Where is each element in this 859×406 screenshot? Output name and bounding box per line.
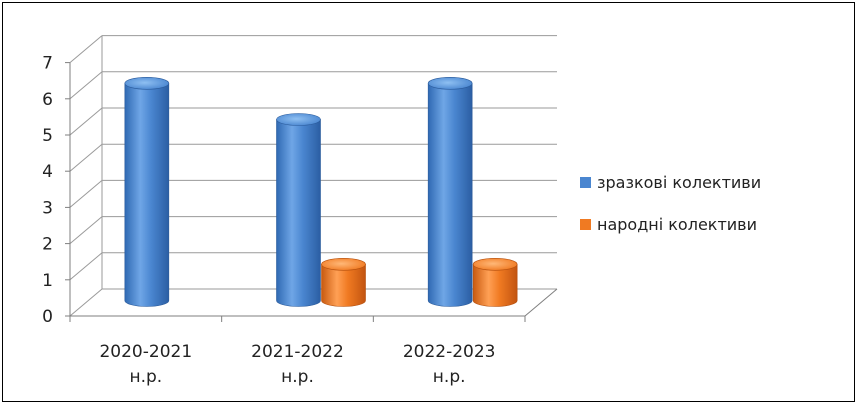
legend: зразкові колективи народні колективи (580, 173, 761, 234)
legend-swatch (580, 219, 591, 230)
bar-narodni (321, 257, 366, 307)
y-tick-label: 4 (42, 162, 53, 182)
legend-label: зразкові колективи (597, 173, 761, 192)
x-tick-label: н.р. (129, 367, 162, 387)
bar-narodni (472, 257, 518, 307)
y-tick-label: 5 (42, 126, 53, 146)
gridline-diagonal (69, 216, 103, 244)
x-tick-label: 2021-2022 (251, 342, 344, 362)
legend-label: народні колективи (597, 215, 757, 234)
y-tick-label: 6 (42, 90, 53, 110)
axes (65, 35, 558, 322)
bars (124, 77, 518, 307)
gridline-diagonal (69, 143, 103, 172)
labels: 0 1 2 3 4 5 6 7 2020-2021 н.р. 2021-2022 н.р. 2022-2… (42, 54, 495, 387)
y-tick-label: 1 (42, 271, 53, 291)
legend-swatch (580, 177, 591, 188)
y-tick-label: 7 (42, 54, 53, 74)
legend-item: народні колективи (580, 215, 757, 234)
bar-zrazkovi (276, 113, 321, 307)
gridline-diagonal (69, 107, 103, 136)
gridline-diagonal (69, 288, 103, 317)
y-tick-label: 0 (42, 307, 53, 327)
gridline-diagonal (69, 35, 103, 63)
x-tick-label: 2020-2021 (99, 342, 192, 362)
y-tick-label: 3 (42, 198, 53, 218)
x-tick-label: н.р. (433, 367, 466, 387)
bar-zrazkovi (124, 77, 170, 307)
legend-item: зразкові колективи (580, 173, 761, 192)
floor-edge (524, 288, 558, 317)
bar-zrazkovi (427, 77, 473, 307)
y-tick-label: 2 (42, 235, 53, 255)
gridline-diagonal (69, 252, 103, 281)
x-tick-label: 2022-2023 (403, 342, 496, 362)
gridline-diagonal (69, 180, 103, 208)
gridline-diagonal (69, 71, 103, 100)
x-tick-label: н.р. (281, 367, 314, 387)
